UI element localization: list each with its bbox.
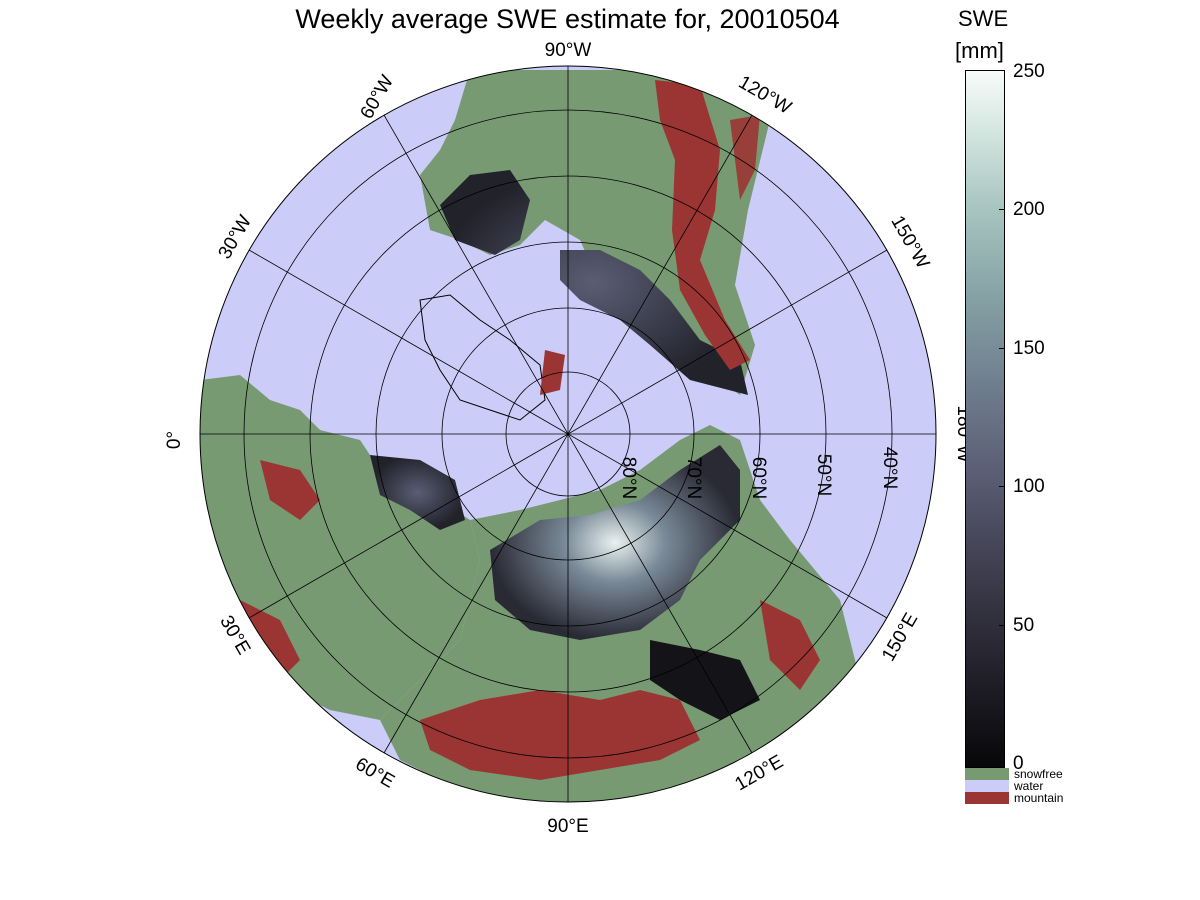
legend-label-water: water [1014,779,1044,793]
snow-scandinavia [370,455,465,530]
snow-eastern-asia [650,640,760,720]
lat-label-70n: 70°N [683,457,704,499]
graticule [199,65,937,803]
snow-siberia [490,445,740,640]
colorbar-tickmark [999,486,1005,487]
colorbar-tick: 0 [1013,753,1024,774]
greenland [419,294,546,421]
lat-label-40n: 40°N [879,447,900,489]
lon-label-30e: 30°E [215,612,254,658]
colorbar-title: SWE [958,6,1009,31]
mountain-alaska [730,115,760,200]
legend-label-snowfree: snowfree [1014,767,1063,781]
lon-label-0: 0° [164,431,185,449]
map-disk [200,66,936,802]
legend-swatch-snowfree [965,768,1009,780]
lon-label-90w: 90°W [545,40,592,61]
mountain-central-asia [420,690,700,780]
colorbar-tick: 50 [1013,615,1035,636]
legend-swatch-mountain [965,792,1009,804]
lon-label-90e: 90°E [547,816,588,837]
legend-label-mountain: mountain [1014,791,1064,805]
map-title: Weekly average SWE estimate for, 2001050… [295,4,840,34]
mountain-alps [240,460,320,680]
colorbar [965,70,1005,768]
colorbar-tick: 150 [1013,338,1045,359]
legend-swatch-water [965,780,1009,792]
lat-label-50n: 50°N [813,454,834,496]
mountain-rockies [655,80,750,370]
mountain-east-asia [760,600,820,690]
lat-label-80n: 80°N [618,457,639,499]
colorbar-tick: 250 [1013,61,1045,82]
colorbar-tick: 100 [1013,476,1045,497]
colorbar-tickmark [999,348,1005,349]
lat-label-60n: 60°N [748,457,769,499]
colorbar-unit: [mm] [955,38,1004,63]
snow-north-america [440,170,748,395]
lon-label-60e: 60°E [352,754,398,793]
colorbar-tickmark [999,625,1005,626]
colorbar-tick: 200 [1013,199,1045,220]
mountain-greenland [540,350,565,395]
colorbar-tickmark [999,209,1005,210]
